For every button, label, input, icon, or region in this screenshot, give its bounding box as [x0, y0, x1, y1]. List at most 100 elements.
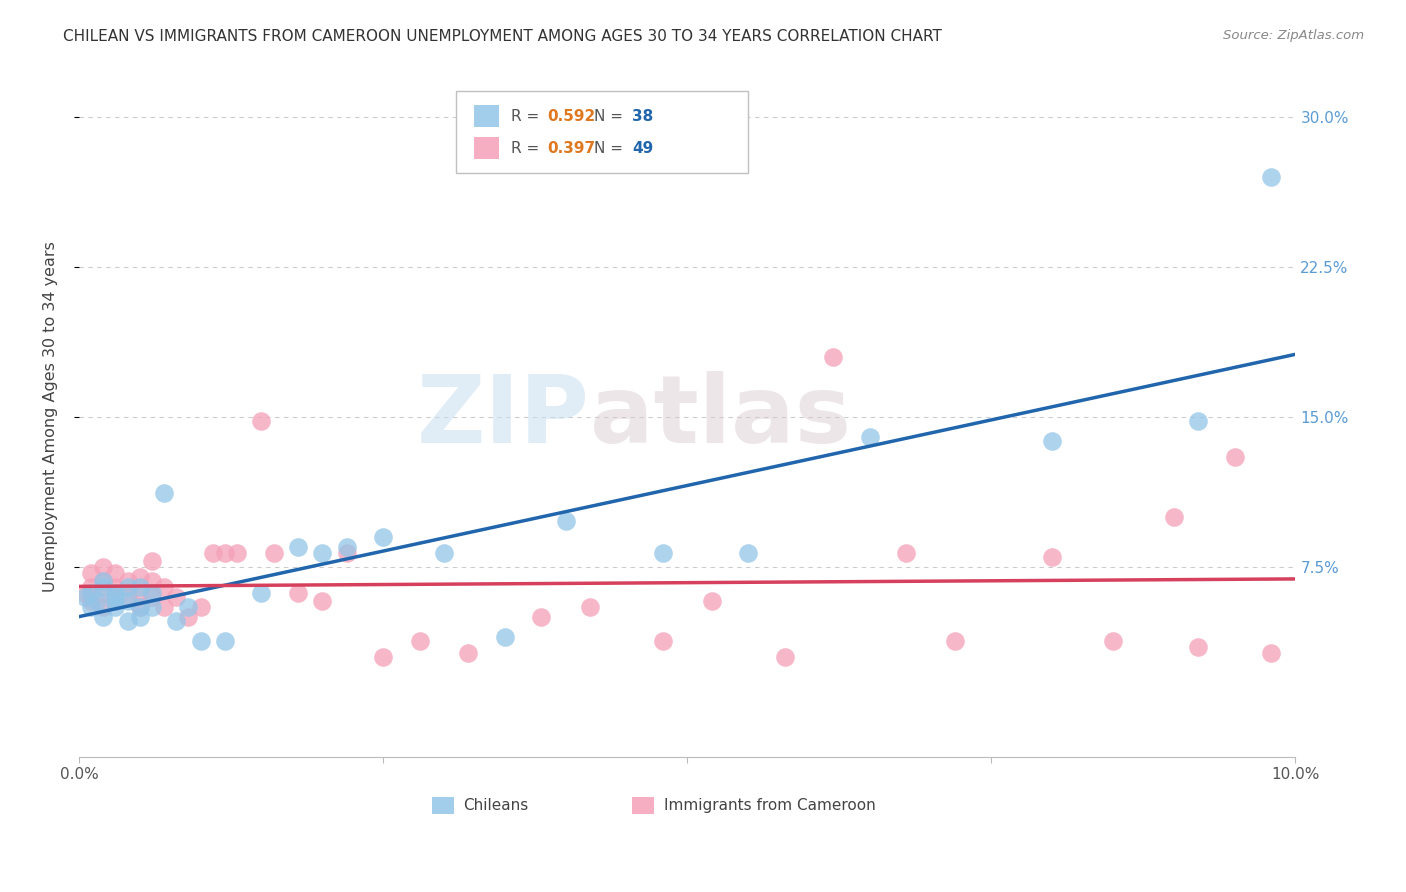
Point — [250, 586, 273, 600]
Point — [1040, 549, 1063, 564]
Point — [311, 593, 333, 607]
Point — [91, 574, 114, 588]
Point — [80, 586, 103, 600]
Point — [128, 599, 150, 614]
Point — [141, 586, 163, 600]
Point — [1223, 450, 1246, 464]
Point — [214, 546, 236, 560]
Point — [153, 486, 176, 500]
Point — [494, 630, 516, 644]
Point — [177, 609, 200, 624]
Point — [141, 590, 163, 604]
FancyBboxPatch shape — [474, 137, 499, 159]
Point — [579, 599, 602, 614]
Point — [117, 580, 139, 594]
Point — [896, 546, 918, 560]
Point — [336, 546, 359, 560]
Point — [80, 593, 103, 607]
Text: N =: N = — [593, 109, 627, 124]
Point — [1163, 509, 1185, 524]
Point — [128, 570, 150, 584]
Point — [1102, 633, 1125, 648]
Point — [128, 580, 150, 594]
Point — [287, 586, 309, 600]
Text: 0.592: 0.592 — [547, 109, 596, 124]
Text: 38: 38 — [633, 109, 654, 124]
FancyBboxPatch shape — [633, 797, 654, 814]
Point — [104, 593, 127, 607]
Point — [190, 633, 212, 648]
Point — [651, 633, 673, 648]
Point — [651, 546, 673, 560]
Point — [73, 590, 96, 604]
Point — [117, 593, 139, 607]
Point — [104, 593, 127, 607]
Point — [86, 593, 108, 607]
Point — [336, 540, 359, 554]
Point — [91, 574, 114, 588]
Point — [1187, 640, 1209, 654]
Point — [554, 514, 576, 528]
Point — [263, 546, 285, 560]
Point — [371, 530, 394, 544]
FancyBboxPatch shape — [474, 105, 499, 127]
Point — [165, 614, 187, 628]
Point — [214, 633, 236, 648]
Point — [737, 546, 759, 560]
Point — [530, 609, 553, 624]
Point — [104, 590, 127, 604]
Point — [457, 646, 479, 660]
Point — [104, 599, 127, 614]
Point — [1187, 414, 1209, 428]
Point — [773, 649, 796, 664]
Text: atlas: atlas — [591, 371, 851, 463]
Text: Immigrants from Cameroon: Immigrants from Cameroon — [664, 798, 876, 813]
Text: R =: R = — [510, 141, 544, 155]
Point — [1040, 434, 1063, 448]
FancyBboxPatch shape — [432, 797, 454, 814]
FancyBboxPatch shape — [456, 91, 748, 172]
Y-axis label: Unemployment Among Ages 30 to 34 years: Unemployment Among Ages 30 to 34 years — [44, 242, 58, 592]
Point — [226, 546, 249, 560]
Text: 0.397: 0.397 — [547, 141, 595, 155]
Point — [141, 574, 163, 588]
Point — [80, 566, 103, 580]
Point — [91, 559, 114, 574]
Point — [153, 580, 176, 594]
Point — [104, 566, 127, 580]
Point — [80, 580, 103, 594]
Point — [117, 614, 139, 628]
Point — [201, 546, 224, 560]
Text: R =: R = — [510, 109, 544, 124]
Point — [141, 599, 163, 614]
Point — [117, 574, 139, 588]
Point — [1260, 646, 1282, 660]
Point — [371, 649, 394, 664]
Point — [104, 586, 127, 600]
Text: ZIP: ZIP — [418, 371, 591, 463]
Point — [287, 540, 309, 554]
Point — [128, 586, 150, 600]
Point — [823, 350, 845, 364]
Text: CHILEAN VS IMMIGRANTS FROM CAMEROON UNEMPLOYMENT AMONG AGES 30 TO 34 YEARS CORRE: CHILEAN VS IMMIGRANTS FROM CAMEROON UNEM… — [63, 29, 942, 44]
Point — [128, 599, 150, 614]
Text: N =: N = — [593, 141, 627, 155]
Point — [91, 580, 114, 594]
Text: 49: 49 — [633, 141, 654, 155]
Point — [859, 430, 882, 444]
Point — [311, 546, 333, 560]
Text: Chileans: Chileans — [464, 798, 529, 813]
Text: Source: ZipAtlas.com: Source: ZipAtlas.com — [1223, 29, 1364, 42]
Point — [117, 590, 139, 604]
Point — [408, 633, 430, 648]
Point — [141, 554, 163, 568]
Point — [91, 609, 114, 624]
Point — [165, 590, 187, 604]
Point — [1260, 170, 1282, 185]
Point — [80, 599, 103, 614]
Point — [128, 609, 150, 624]
Point — [73, 586, 96, 600]
Point — [153, 599, 176, 614]
Point — [943, 633, 966, 648]
Point — [433, 546, 456, 560]
